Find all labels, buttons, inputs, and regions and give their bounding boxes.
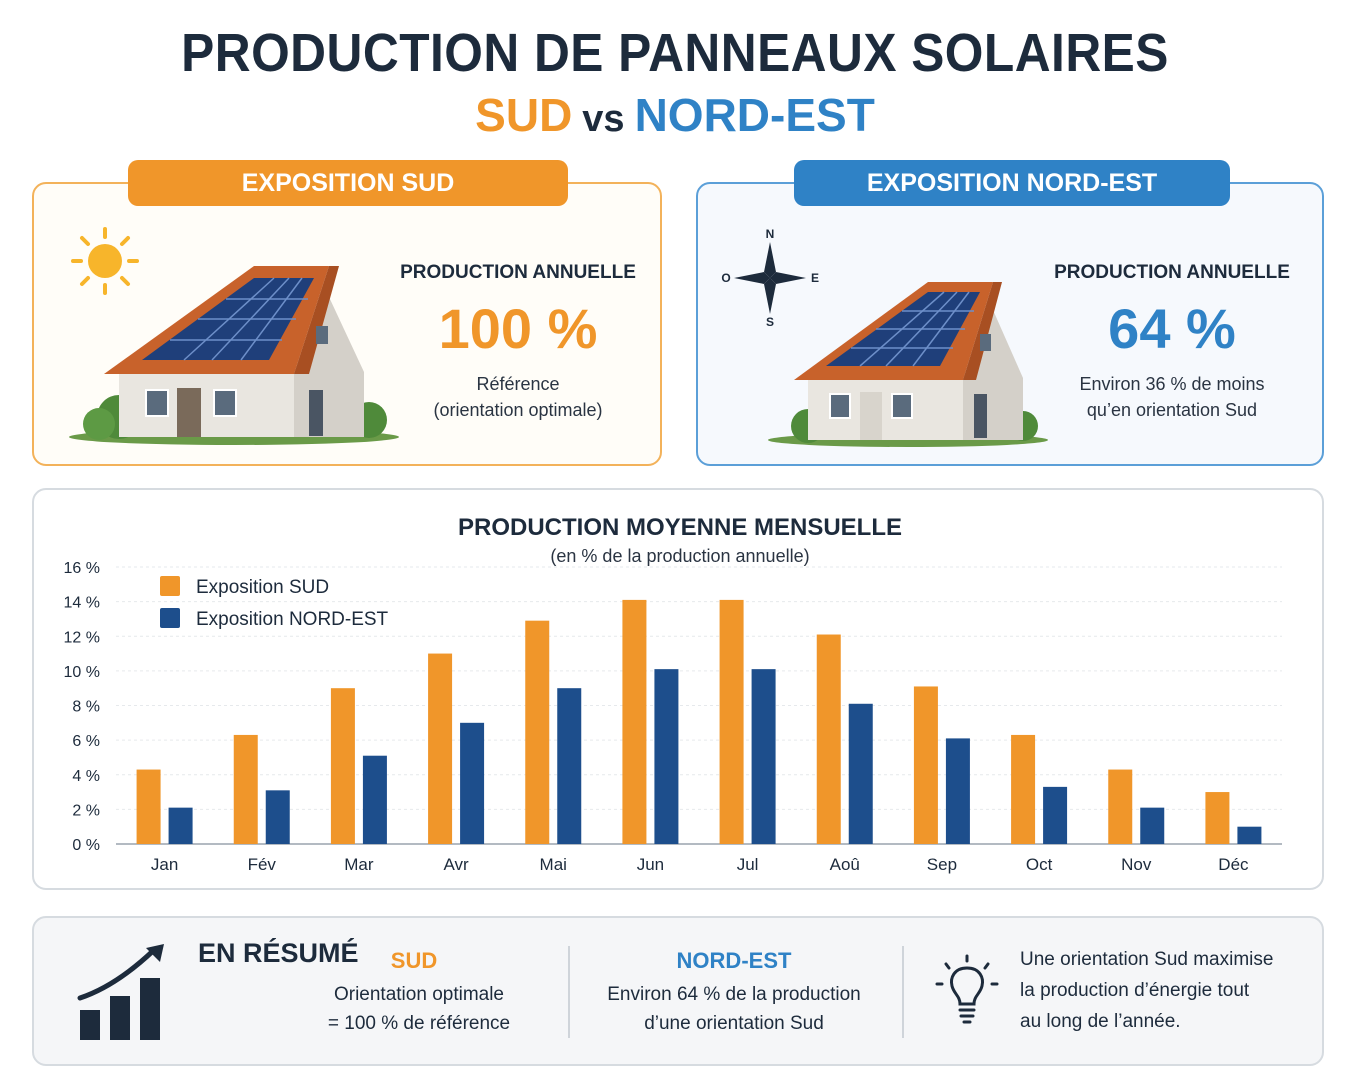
summary-title: EN RÉSUMÉ <box>198 938 359 968</box>
ne-note-line2: qu’en orientation Sud <box>1086 400 1258 420</box>
x-tick-label: Avr <box>443 855 469 874</box>
summary-divider-1 <box>568 946 570 1038</box>
bar-nord-est <box>460 722 485 844</box>
bar-nord-est <box>848 703 873 844</box>
bar-sud <box>1011 734 1036 844</box>
ne-note-line1: Environ 36 % de moins <box>1079 374 1265 394</box>
growth-chart-icon <box>77 944 164 1040</box>
x-tick-label: Jan <box>151 855 178 874</box>
legend-label: Exposition SUD <box>196 577 329 598</box>
x-tick-label: Fév <box>248 855 277 874</box>
bar-sud <box>816 634 841 844</box>
sun-icon <box>71 227 139 295</box>
page-title: PRODUCTION DE PANNEAUX SOLAIRES <box>181 23 1169 83</box>
y-tick-label: 8 % <box>72 699 100 716</box>
sud-production-value: 100 % <box>438 297 598 360</box>
bar-nord-est <box>654 669 679 844</box>
bar-nord-est <box>362 755 387 844</box>
bar-sud <box>525 620 550 844</box>
bar-nord-est <box>751 669 776 844</box>
summary-sud-head: SUD <box>390 948 438 973</box>
ne-production-value: 64 % <box>1108 297 1236 360</box>
bar-nord-est <box>557 688 582 844</box>
bar-nord-est <box>1043 786 1068 844</box>
summary-divider-2 <box>902 946 904 1038</box>
x-tick-label: Jul <box>737 855 759 874</box>
x-tick-label: Mai <box>540 855 567 874</box>
bar-sud <box>1205 792 1230 844</box>
summary-final-line1: Une orientation Sud maximise <box>1020 949 1274 970</box>
chart-subtitle: (en % de la production annuelle) <box>550 546 810 566</box>
bar-nord-est <box>1140 807 1165 844</box>
y-tick-label: 16 % <box>64 560 100 577</box>
house-solar-sud-illustration <box>69 266 399 445</box>
legend-label: Exposition NORD-EST <box>196 609 389 630</box>
bar-sud <box>233 734 258 844</box>
bar-sud <box>428 653 453 844</box>
summary-ne-head: NORD-EST <box>676 948 792 973</box>
sud-production-label: PRODUCTION ANNUELLE <box>400 262 636 283</box>
y-tick-label: 4 % <box>72 768 100 785</box>
summary-sud-line2: = 100 % de référence <box>327 1013 511 1034</box>
card-nord-est: EXPOSITION NORD-EST N S O E PRODUCTION A… <box>696 160 1324 466</box>
y-tick-label: 0 % <box>72 837 100 854</box>
compass-icon: N S O E <box>721 228 819 328</box>
x-tick-label: Mar <box>344 855 374 874</box>
card-sud-heading: EXPOSITION SUD <box>128 160 568 206</box>
x-tick-label: Sep <box>927 855 957 874</box>
x-tick-label: Aoû <box>830 855 860 874</box>
bar-nord-est <box>265 790 290 844</box>
bar-nord-est <box>945 738 970 844</box>
bar-sud <box>330 688 355 844</box>
y-tick-label: 6 % <box>72 733 100 750</box>
house-solar-ne-illustration <box>768 282 1048 447</box>
x-tick-label: Jun <box>637 855 664 874</box>
bar-sud <box>136 769 161 844</box>
legend-swatch <box>160 576 180 596</box>
summary-final-line3: au long de l’année. <box>1020 1011 1181 1032</box>
y-tick-label: 2 % <box>72 802 100 819</box>
subtitle-vs: vs <box>582 98 625 140</box>
bar-nord-est <box>168 807 193 844</box>
y-tick-label: 10 % <box>64 664 100 681</box>
compass-o: O <box>721 271 730 285</box>
summary-conclusion: Une orientation Sud maximise la producti… <box>1020 944 1310 1037</box>
monthly-bar-chart: 0 % 2 % 4 % 6 % 8 % 10 % 12 % 14 % 16 % Jan Fév Mar… <box>64 560 1282 874</box>
y-tick-label: 12 % <box>64 629 100 646</box>
legend-swatch <box>160 608 180 628</box>
subtitle-sud: SUD <box>475 89 573 141</box>
bar-sud <box>913 686 938 844</box>
page-subtitle: SUD vs NORD-EST <box>0 88 1350 142</box>
chart-panel: PRODUCTION MOYENNE MENSUELLE (en % de la… <box>32 488 1324 890</box>
x-tick-label: Nov <box>1121 855 1152 874</box>
summary-ne-line2: d’une orientation Sud <box>644 1013 824 1034</box>
card-sud: EXPOSITION SUD PRODUCTION ANNUELLE 100 %… <box>32 160 662 466</box>
y-tick-label: 14 % <box>64 595 100 612</box>
x-tick-label: Déc <box>1218 855 1249 874</box>
subtitle-ne: NORD-EST <box>634 89 875 141</box>
summary-panel: EN RÉSUMÉ SUD Orientation optimale = 100… <box>32 916 1324 1066</box>
bar-sud <box>1108 769 1133 844</box>
sud-note-line2: (orientation optimale) <box>433 400 603 420</box>
lightbulb-icon <box>935 954 999 1024</box>
chart-title: PRODUCTION MOYENNE MENSUELLE <box>457 514 903 541</box>
summary-ne-line1: Environ 64 % de la production <box>607 984 861 1005</box>
card-ne-heading: EXPOSITION NORD-EST <box>794 160 1230 206</box>
bar-sud <box>719 599 744 844</box>
sud-note-line1: Référence <box>476 374 560 394</box>
summary-final-line2: la production d’énergie tout <box>1020 980 1250 1001</box>
compass-n: N <box>766 228 775 241</box>
bar-nord-est <box>1237 826 1262 844</box>
compass-e: E <box>811 271 819 285</box>
summary-sud-line1: Orientation optimale <box>333 984 505 1005</box>
bar-sud <box>622 599 647 844</box>
ne-production-label: PRODUCTION ANNUELLE <box>1054 262 1290 283</box>
compass-s: S <box>766 315 774 328</box>
x-tick-label: Oct <box>1026 855 1053 874</box>
